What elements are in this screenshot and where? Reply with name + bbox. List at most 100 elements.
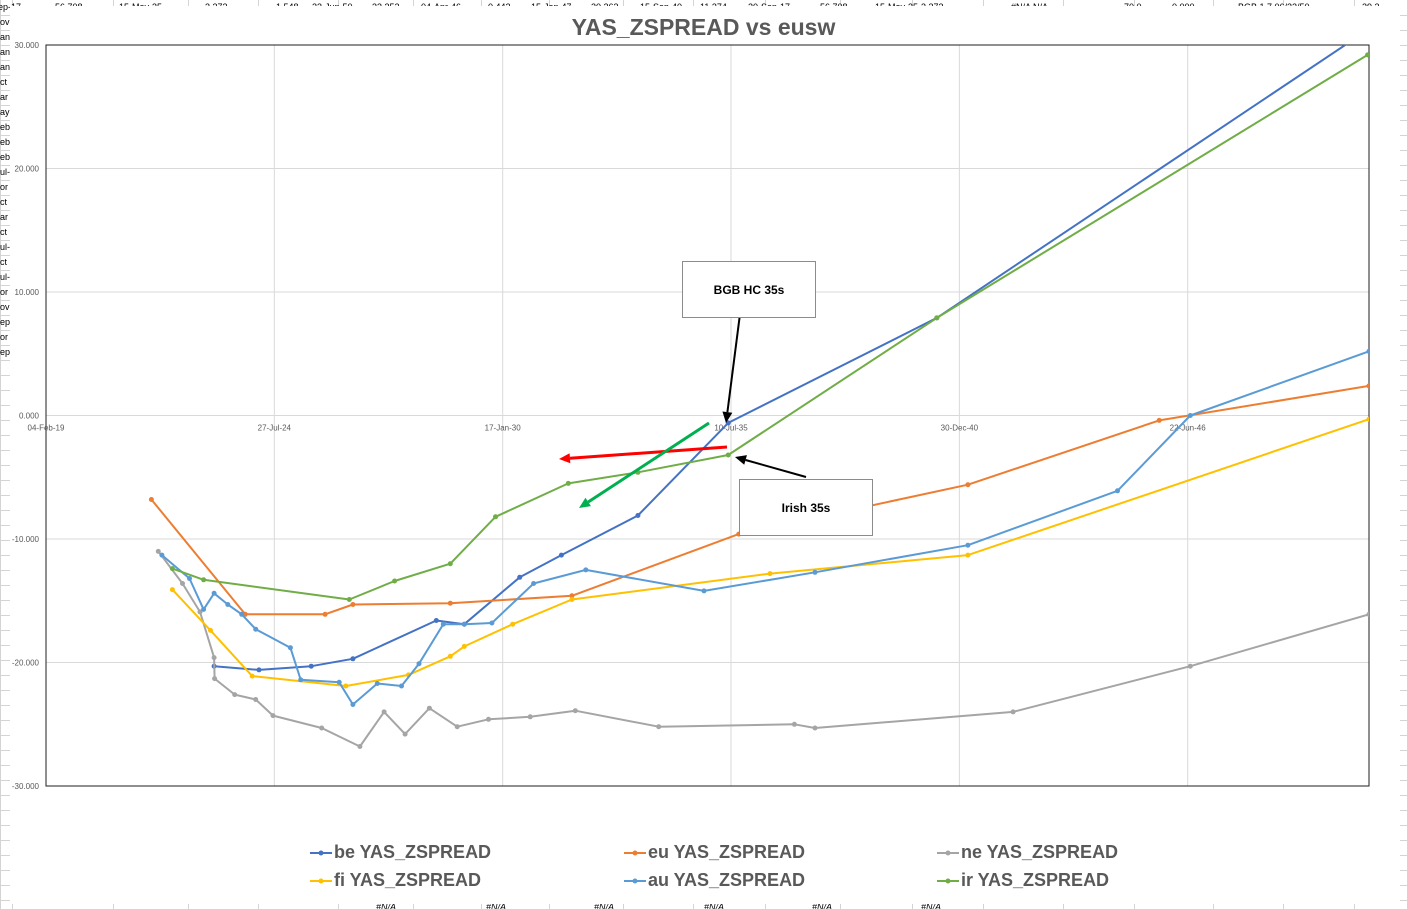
sheet-left-label-13: ar <box>0 212 8 222</box>
x-tick-label-3: 10-Jul-35 <box>714 424 748 433</box>
callout-irish-35s[interactable]: Irish 35s <box>739 479 873 536</box>
chart-title: YAS_ZSPREAD vs eusw <box>571 14 836 40</box>
data-point-ne-8 <box>319 725 325 731</box>
data-point-eu-4 <box>447 600 453 606</box>
data-point-ne-4 <box>212 676 218 682</box>
data-point-au-5 <box>239 611 245 617</box>
legend-swatch-be <box>310 850 332 855</box>
data-point-au-10 <box>350 702 356 707</box>
data-point-be-6 <box>517 574 523 580</box>
data-point-ne-10 <box>381 709 387 715</box>
data-point-be-2 <box>308 663 314 669</box>
data-point-fi-7 <box>510 621 516 627</box>
arrow-red-shaft <box>569 445 728 460</box>
data-point-fi-10 <box>965 552 971 558</box>
data-point-ne-5 <box>232 692 238 698</box>
sheet-left-label-19: ov <box>0 302 10 312</box>
x-tick-label-1: 27-Jul-24 <box>258 424 292 433</box>
sheet-left-label-20: ep <box>0 317 10 327</box>
data-point-au-1 <box>187 576 192 581</box>
data-point-ir-1 <box>201 577 207 583</box>
legend-swatch-au <box>624 878 646 883</box>
legend-label-ir: ir YAS_ZSPREAD <box>961 870 1110 890</box>
data-point-eu-8 <box>1156 417 1162 423</box>
legend-item-ne[interactable]: ne YAS_ZSPREAD <box>937 842 1118 863</box>
y-tick-label-5: -20.000 <box>12 659 40 668</box>
chart-area[interactable] <box>10 6 1400 904</box>
sheet-bottom-cell-1: #N/A <box>486 902 506 909</box>
data-point-ir-3 <box>392 578 398 584</box>
legend-swatch-ne <box>937 850 959 855</box>
sheet-left-label-12: ct <box>0 197 8 207</box>
data-point-au-23 <box>1187 413 1193 418</box>
sheet-bottom-cell-2: #N/A <box>594 902 614 909</box>
data-point-fi-0 <box>169 587 175 593</box>
data-point-eu-3 <box>350 602 356 607</box>
data-point-au-16 <box>489 620 495 626</box>
data-point-be-4 <box>433 618 439 623</box>
legend-item-au[interactable]: au YAS_ZSPREAD <box>624 870 805 891</box>
data-point-be-8 <box>635 513 641 518</box>
legend-item-be[interactable]: be YAS_ZSPREAD <box>310 842 491 863</box>
sheet-left-label-11: or <box>0 182 8 192</box>
arrow-black-irish-shaft <box>745 459 807 478</box>
data-point-ne-18 <box>791 721 797 727</box>
data-point-ne-19 <box>812 725 818 731</box>
legend-label-ne: ne YAS_ZSPREAD <box>961 842 1119 862</box>
arrow-black-bgb-shaft <box>726 313 741 413</box>
y-tick-label-1: 20.000 <box>15 165 40 174</box>
data-point-ne-21 <box>1187 663 1193 669</box>
data-point-ne-3 <box>211 655 217 661</box>
x-tick-label-2: 17-Jan-30 <box>485 424 522 433</box>
legend-label-be: be YAS_ZSPREAD <box>334 842 492 862</box>
sheet-left-label-18: or <box>0 287 8 297</box>
data-point-eu-7 <box>965 482 971 488</box>
arrow-red <box>559 445 728 464</box>
data-point-be-7 <box>558 552 564 558</box>
data-point-fi-6 <box>461 643 467 649</box>
data-point-be-9 <box>725 420 731 426</box>
sheet-left-label-9: eb <box>0 152 10 162</box>
y-tick-label-6: -30.000 <box>12 782 40 791</box>
sheet-bottom-cell-3: #N/A <box>704 902 724 909</box>
sheet-left-label-15: ul- <box>0 242 10 252</box>
data-point-eu-5 <box>569 593 575 599</box>
data-point-ne-11 <box>402 731 408 737</box>
data-point-au-12 <box>399 683 404 689</box>
legend-item-eu[interactable]: eu YAS_ZSPREAD <box>624 842 805 863</box>
data-point-au-11 <box>374 681 380 686</box>
data-point-ne-9 <box>357 744 363 749</box>
series-group <box>148 45 1369 749</box>
data-point-au-4 <box>225 602 231 607</box>
data-point-au-13 <box>416 661 422 667</box>
data-point-fi-1 <box>208 627 213 633</box>
y-tick-label-3: 0.000 <box>19 412 40 421</box>
arrow-green <box>579 421 710 508</box>
data-point-ne-12 <box>426 705 432 711</box>
callout-bgb-hc-35s[interactable]: BGB HC 35s <box>682 261 816 318</box>
data-point-au-17 <box>531 581 537 586</box>
callout-bgb-hc-35s-text: BGB HC 35s <box>713 282 785 297</box>
legend-swatch-ir <box>937 878 959 883</box>
plot-border <box>45 44 1370 787</box>
data-point-be-1 <box>256 667 262 673</box>
data-point-au-19 <box>701 588 707 594</box>
sheet-left-label-21: or <box>0 332 8 342</box>
sheet-left-label-1: an <box>0 32 10 42</box>
data-point-fi-9 <box>767 571 773 577</box>
legend-item-fi[interactable]: fi YAS_ZSPREAD <box>310 870 481 891</box>
data-point-au-8 <box>298 677 304 683</box>
data-point-au-3 <box>211 590 217 596</box>
sheet-left-label-0: ov <box>0 17 10 27</box>
data-point-be-3 <box>350 656 356 662</box>
data-point-ne-22 <box>1366 611 1369 617</box>
data-point-au-18 <box>583 567 589 573</box>
data-point-au-15 <box>461 621 467 627</box>
legend-item-ir[interactable]: ir YAS_ZSPREAD <box>937 870 1109 891</box>
data-point-eu-9 <box>1366 383 1369 389</box>
data-point-au-0 <box>159 552 165 558</box>
data-point-fi-2 <box>249 673 255 679</box>
data-point-ne-16 <box>572 708 578 714</box>
data-point-au-22 <box>1115 488 1120 494</box>
